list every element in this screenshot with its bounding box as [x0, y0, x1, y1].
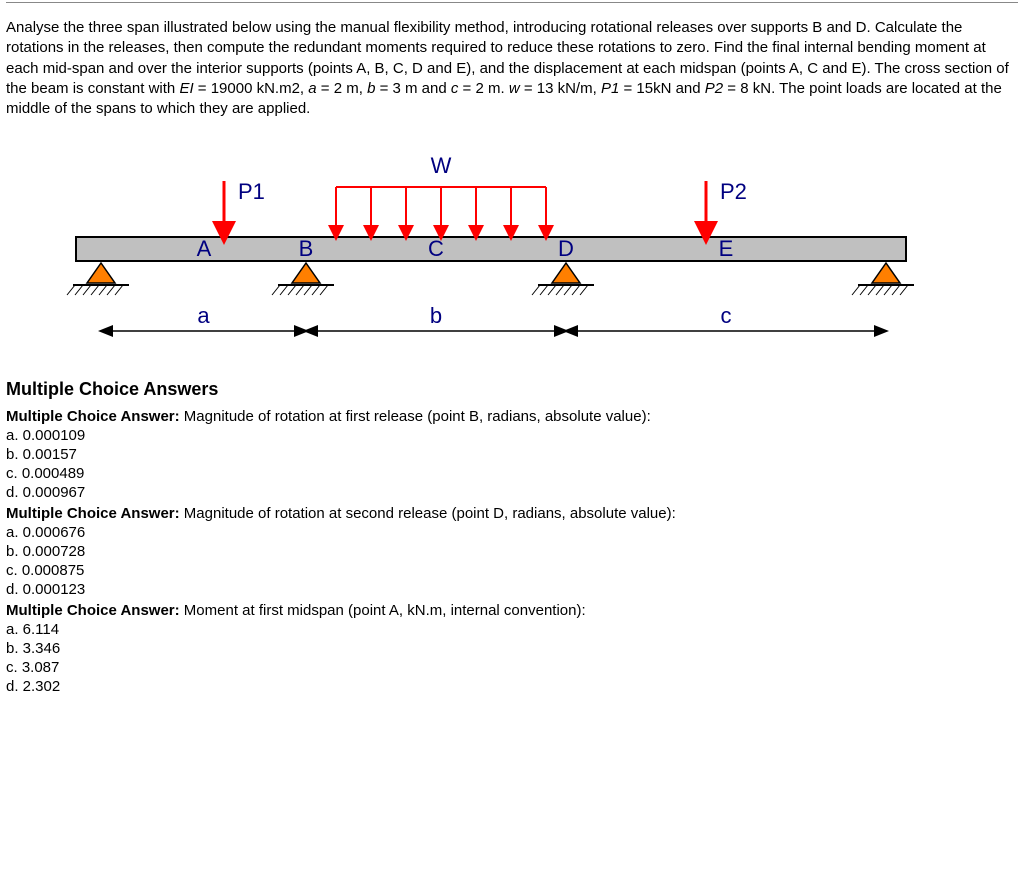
label-point: D: [558, 236, 574, 261]
eq3: = 3 m and: [375, 80, 450, 97]
mc-option: b. 0.000728: [6, 543, 1018, 560]
var-p2: P2: [705, 80, 723, 97]
hatch: [115, 285, 123, 295]
mc-option: a. 0.000676: [6, 524, 1018, 541]
hatch: [304, 285, 312, 295]
hatch: [564, 285, 572, 295]
mc-option: c. 0.000489: [6, 465, 1018, 482]
hatch: [288, 285, 296, 295]
support-icon: [87, 263, 115, 283]
beam-diagram: W P1 P2 A B C D Ea b c: [46, 141, 1018, 361]
mc-heading: Multiple Choice Answers: [6, 379, 1018, 400]
hatch: [868, 285, 876, 295]
label-p2: P2: [720, 179, 747, 204]
var-ei: EI: [179, 80, 193, 97]
hatch: [312, 285, 320, 295]
mc-option: a. 0.000109: [6, 427, 1018, 444]
hatch: [900, 285, 908, 295]
support-icon: [292, 263, 320, 283]
mc-question-lead: Multiple Choice Answer:: [6, 408, 180, 425]
eq5: = 13 kN/m,: [520, 80, 601, 97]
beam-svg: W P1 P2 A B C D Ea b c: [46, 141, 926, 361]
eq1: = 19000 kN.m2,: [194, 80, 309, 97]
mc-question: Multiple Choice Answer: Magnitude of rot…: [6, 408, 1018, 425]
hatch: [572, 285, 580, 295]
hatch: [876, 285, 884, 295]
mc-option: b. 3.346: [6, 640, 1018, 657]
hatch: [548, 285, 556, 295]
mc-question-text: Magnitude of rotation at second release …: [180, 505, 676, 522]
label-w: W: [431, 153, 452, 178]
mc-question-text: Magnitude of rotation at first release (…: [180, 408, 651, 425]
mc-option: b. 0.00157: [6, 446, 1018, 463]
var-w: w: [509, 80, 520, 97]
mc-question: Multiple Choice Answer: Magnitude of rot…: [6, 505, 1018, 522]
label-point: A: [197, 236, 212, 261]
question-prompt: Analyse the three span illustrated below…: [6, 18, 1018, 119]
hatch: [556, 285, 564, 295]
mc-question-lead: Multiple Choice Answer:: [6, 505, 180, 522]
mc-question-lead: Multiple Choice Answer:: [6, 602, 180, 619]
label-p1: P1: [238, 179, 265, 204]
hatch: [892, 285, 900, 295]
var-p1: P1: [601, 80, 619, 97]
hatch: [280, 285, 288, 295]
hatch: [91, 285, 99, 295]
label-point: C: [428, 236, 444, 261]
mc-option: d. 2.302: [6, 678, 1018, 695]
label-point: E: [719, 236, 734, 261]
top-rule: [6, 2, 1018, 3]
questions-block: Multiple Choice Answer: Magnitude of rot…: [6, 408, 1018, 695]
mc-option: c. 0.000875: [6, 562, 1018, 579]
hatch: [99, 285, 107, 295]
hatch: [852, 285, 860, 295]
eq2: = 2 m,: [317, 80, 367, 97]
mc-question: Multiple Choice Answer: Moment at first …: [6, 602, 1018, 619]
mc-option: d. 0.000123: [6, 581, 1018, 598]
hatch: [67, 285, 75, 295]
eq6: = 15kN and: [619, 80, 704, 97]
support-icon: [552, 263, 580, 283]
hatch: [296, 285, 304, 295]
hatch: [884, 285, 892, 295]
hatch: [580, 285, 588, 295]
mc-question-text: Moment at first midspan (point A, kN.m, …: [180, 602, 586, 619]
hatch: [860, 285, 868, 295]
eq4: = 2 m.: [458, 80, 508, 97]
dim-label: b: [430, 303, 442, 328]
dim-label: c: [721, 303, 732, 328]
mc-option: c. 3.087: [6, 659, 1018, 676]
mc-option: a. 6.114: [6, 621, 1018, 638]
hatch: [320, 285, 328, 295]
hatch: [75, 285, 83, 295]
hatch: [540, 285, 548, 295]
dim-label: a: [197, 303, 210, 328]
hatch: [107, 285, 115, 295]
hatch: [532, 285, 540, 295]
mc-option: d. 0.000967: [6, 484, 1018, 501]
var-a: a: [308, 80, 316, 97]
hatch: [83, 285, 91, 295]
support-icon: [872, 263, 900, 283]
hatch: [272, 285, 280, 295]
label-point: B: [299, 236, 314, 261]
